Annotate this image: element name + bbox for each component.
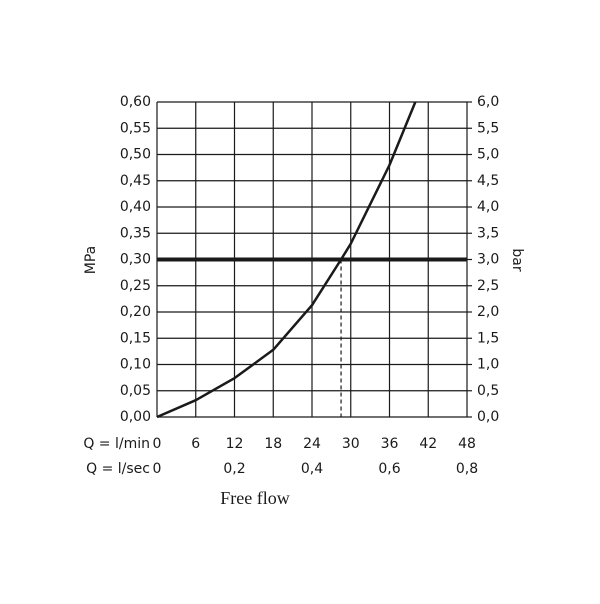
x2-tick-label: 0 — [153, 461, 162, 477]
y-tick-label: 0,05 — [120, 383, 151, 399]
y-tick-label: 0,30 — [120, 252, 151, 268]
x2-tick-label: 0,6 — [378, 461, 400, 477]
y2-tick-label: 0,0 — [477, 409, 499, 425]
y-tick-label: 0,10 — [120, 357, 151, 373]
x-unit-label: Q = l/min — [83, 436, 150, 452]
y2-tick-label: 6,0 — [477, 94, 499, 110]
x-tick-label: 30 — [342, 436, 360, 452]
y2-tick-label: 2,5 — [477, 278, 499, 294]
y2-tick-label: 1,5 — [477, 330, 499, 346]
y-tick-label: 0,40 — [120, 199, 151, 215]
x2-tick-label: 0,2 — [223, 461, 245, 477]
y2-tick-label: 4,5 — [477, 173, 499, 189]
flow-curve — [156, 101, 417, 419]
x-tick-label: 24 — [303, 436, 321, 452]
x-tick-label: 36 — [381, 436, 399, 452]
x-axis-label: Free flow — [220, 488, 289, 508]
y-tick-label: 0,20 — [120, 304, 151, 320]
y-tick-label: 0,50 — [120, 147, 151, 163]
y2-tick-label: 0,5 — [477, 383, 499, 399]
x2-tick-label: 0,8 — [456, 461, 478, 477]
y-tick-label: 0,60 — [120, 94, 151, 110]
y2-tick-label: 3,5 — [477, 225, 499, 241]
y2-tick-label: 2,0 — [477, 304, 499, 320]
x-tick-label: 18 — [264, 436, 282, 452]
y2-tick-label: 3,0 — [477, 252, 499, 268]
y-tick-label: 0,45 — [120, 173, 151, 189]
x-tick-label: 0 — [153, 436, 162, 452]
x-tick-label: 12 — [226, 436, 244, 452]
y2-tick-label: 5,0 — [477, 147, 499, 163]
y-tick-label: 0,00 — [120, 409, 151, 425]
y-axis-label: MPa — [83, 246, 99, 274]
y-tick-label: 0,25 — [120, 278, 151, 294]
x2-unit-label: Q = l/sec — [86, 461, 150, 477]
y2-axis-label: bar — [509, 248, 525, 271]
x-tick-label: 42 — [419, 436, 437, 452]
y2-tick-label: 1,0 — [477, 357, 499, 373]
y2-tick-label: 4,0 — [477, 199, 499, 215]
x2-tick-label: 0,4 — [301, 461, 323, 477]
y-tick-label: 0,15 — [120, 330, 151, 346]
y2-tick-label: 5,5 — [477, 120, 499, 136]
y-tick-label: 0,35 — [120, 225, 151, 241]
x-tick-label: 48 — [458, 436, 476, 452]
y-tick-label: 0,55 — [120, 120, 151, 136]
x-tick-label: 6 — [191, 436, 200, 452]
